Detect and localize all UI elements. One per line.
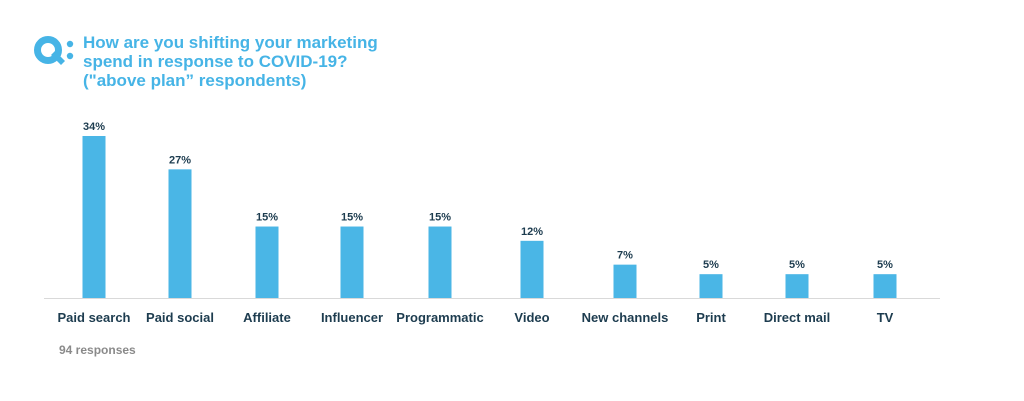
- q-logo-icon: [34, 36, 74, 65]
- data-label: 5%: [789, 259, 805, 271]
- category-label: Affiliate: [243, 310, 291, 325]
- data-label: 5%: [877, 259, 893, 271]
- bar: [428, 226, 452, 298]
- bar: [82, 136, 106, 298]
- category-label: Direct mail: [764, 310, 830, 325]
- category-label: New channels: [582, 310, 669, 325]
- response-count: 94 responses: [59, 343, 136, 357]
- category-label: Programmatic: [396, 310, 483, 325]
- chart-question: How are you shifting your marketing spen…: [83, 33, 378, 90]
- bar: [255, 226, 279, 298]
- data-label: 12%: [521, 226, 543, 238]
- bar: [785, 274, 809, 298]
- data-label: 15%: [429, 212, 451, 224]
- category-label: Influencer: [321, 310, 383, 325]
- category-label: Paid social: [146, 310, 214, 325]
- category-label: Video: [514, 310, 549, 325]
- bar: [168, 169, 192, 298]
- bar: [340, 226, 364, 298]
- data-label: 7%: [617, 250, 633, 262]
- bar: [613, 264, 637, 298]
- data-label: 34%: [83, 121, 105, 133]
- category-label: Print: [696, 310, 726, 325]
- data-label: 15%: [341, 212, 363, 224]
- data-label: 5%: [703, 259, 719, 271]
- data-label: 15%: [256, 212, 278, 224]
- category-label: TV: [877, 310, 894, 325]
- bar: [520, 240, 544, 298]
- bar: [873, 274, 897, 298]
- data-label: 27%: [169, 154, 191, 166]
- bar: [699, 274, 723, 298]
- category-label: Paid search: [58, 310, 131, 325]
